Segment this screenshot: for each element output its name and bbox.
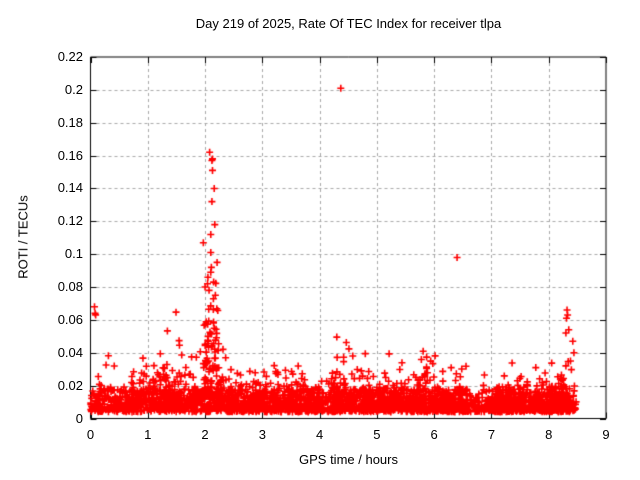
x-tick-label: 6 — [430, 427, 438, 442]
y-tick-label: 0.14 — [57, 180, 83, 196]
x-tick-label: 5 — [373, 427, 381, 442]
y-axis-label: ROTI / TECUs — [15, 195, 31, 279]
x-axis-label: GPS time / hours — [299, 452, 398, 467]
y-tick-label: 0.12 — [57, 213, 83, 229]
x-tick-label: 0 — [86, 427, 95, 442]
y-tick-label: 0.02 — [57, 377, 83, 393]
y-tick-label: 0.08 — [57, 279, 83, 295]
y-tick-label: 0 — [75, 410, 83, 426]
y-tick-label: 0.18 — [57, 114, 83, 130]
x-tick-label: 9 — [602, 427, 610, 442]
y-tick-label: 0.16 — [57, 147, 83, 163]
y-tick-label: 0.04 — [57, 344, 83, 360]
y-tick-label: 0.22 — [57, 49, 83, 64]
y-tick-label: 0.1 — [64, 246, 83, 262]
chart-title: Day 219 of 2025, Rate Of TEC Index for r… — [195, 16, 502, 31]
x-tick-label: 8 — [545, 427, 553, 442]
y-tick-label: 0.06 — [57, 311, 83, 327]
x-tick-label: 7 — [487, 427, 496, 442]
x-tick-label: 2 — [201, 427, 209, 442]
x-tick-label: 1 — [144, 427, 152, 442]
x-tick-label: 4 — [315, 427, 324, 442]
y-tick-label: 0.2 — [64, 81, 83, 97]
x-tick-label: 3 — [258, 427, 266, 442]
